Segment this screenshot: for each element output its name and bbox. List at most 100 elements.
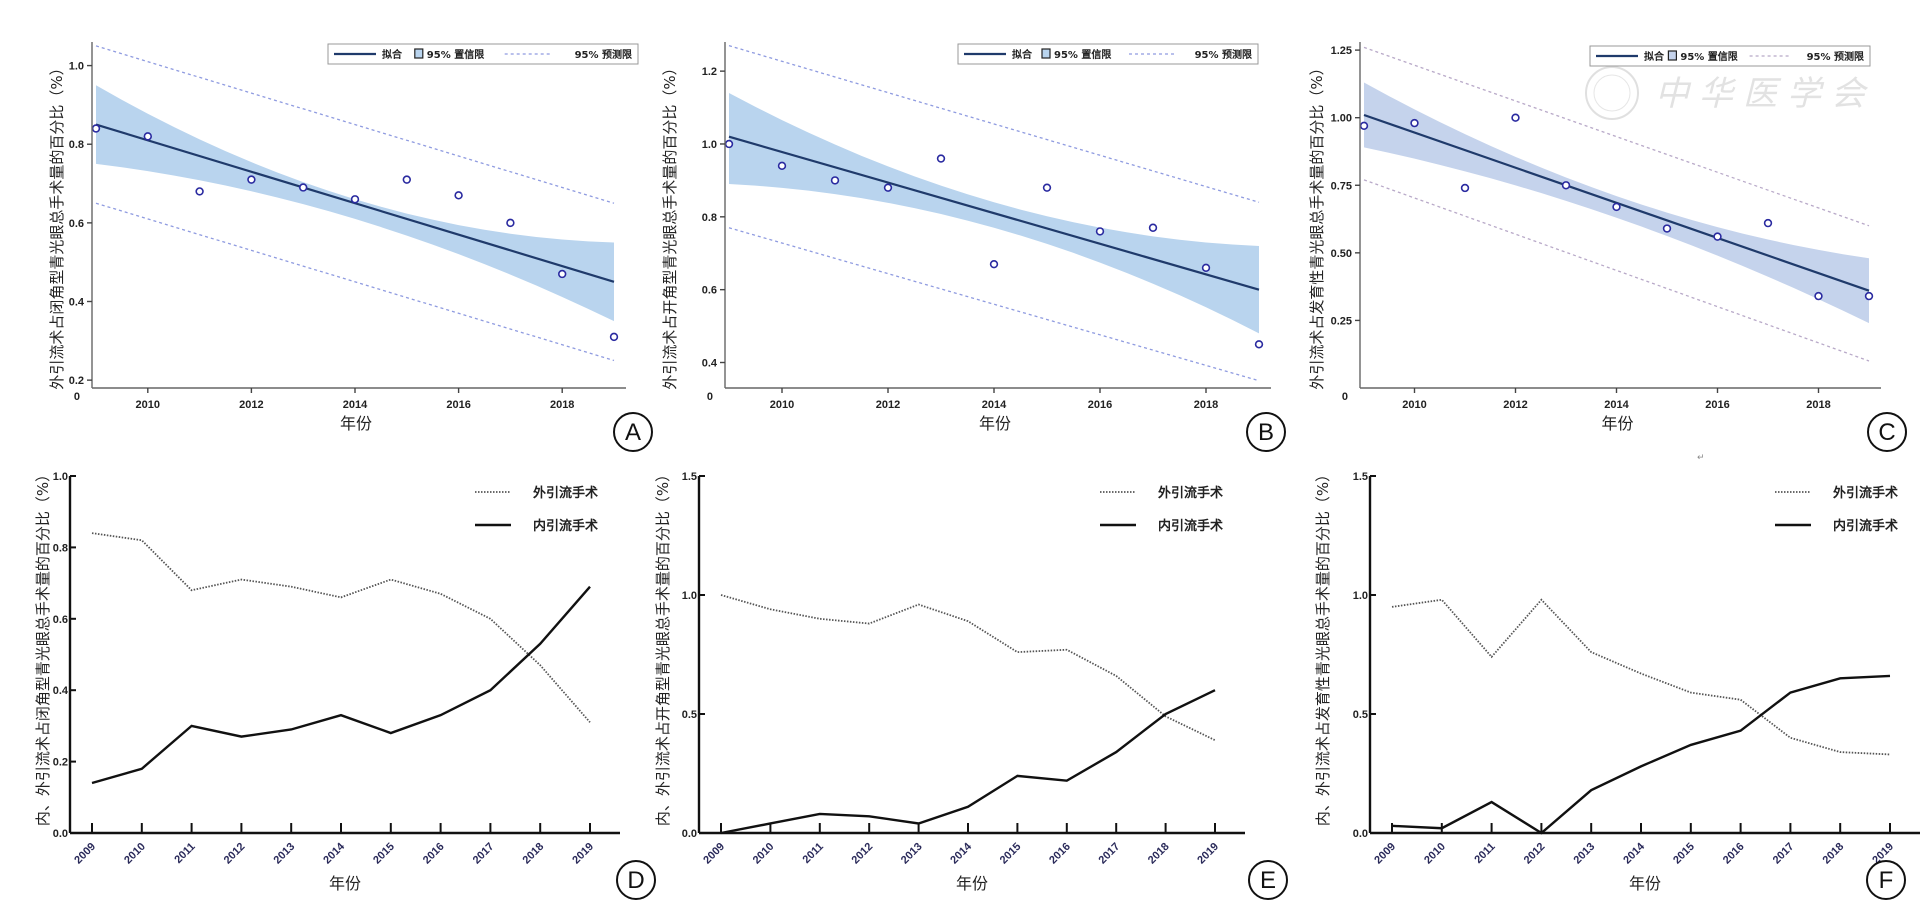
x-tick-label: 2018 (1194, 399, 1218, 411)
x-axis-title: 年份 (329, 874, 361, 893)
data-point (1763, 218, 1773, 228)
series-line-external-drainage (91, 532, 591, 723)
line-panel-f: 0.0 0.5 1.0 1.5 2009 2010 2011 2012 2013 2014 2015… (1353, 471, 1920, 893)
y-tick-label: 0.8 (702, 212, 717, 224)
x-tick-label: 2016 (1047, 841, 1073, 867)
panel-label-circle (1246, 412, 1286, 452)
regression-panel-b: 0 0.4 0.6 0.8 1.0 1.2 2010 2012 2014 2016 2018 年份 拟合… (702, 42, 1271, 433)
legend-label: 外引流手术 (1832, 485, 1898, 501)
legend: 拟合 95% 置信限 95% 预测限 (327, 43, 639, 65)
x-axis-title: 年份 (979, 414, 1011, 433)
legend-pi-label: 95% 预测限 (1807, 50, 1865, 63)
legend-label: 外引流手术 (532, 485, 598, 501)
panel-label-e: E (1248, 860, 1288, 900)
x-tick-label: 2014 (1621, 840, 1647, 866)
x-tick-label: 2011 (1472, 841, 1497, 866)
x-axis-title: 年份 (340, 414, 372, 433)
y-axis-title: 内、外引流术占发育性青光眼总手术量的百分比（%） (1314, 467, 1332, 826)
y-tick-label: 1.0 (1353, 590, 1368, 602)
x-tick-label: 2014 (1604, 399, 1629, 411)
x-tick-label: 2017 (1771, 841, 1797, 867)
x-tick-label: 2009 (72, 841, 98, 867)
x-tick-label: 2017 (471, 841, 497, 867)
x-tick-label: 2012 (1503, 399, 1527, 411)
legend-ci-label: 95% 置信限 (1054, 48, 1112, 61)
data-point (1042, 183, 1052, 192)
y-tick-label: 0 (1342, 391, 1348, 403)
x-tick-label: 2016 (446, 399, 470, 411)
x-tick-label: 2016 (421, 841, 447, 867)
data-point (777, 161, 787, 171)
panel-label-text: E (1260, 867, 1276, 894)
y-tick-label: 0.2 (53, 757, 68, 769)
data-point (1359, 121, 1369, 130)
regression-panel-a: 0 0.2 0.4 0.6 0.8 1.0 2010 2012 2014 2016 2018 年份 拟合… (69, 42, 639, 433)
y-tick-label: 1.25 (1331, 45, 1352, 57)
data-point (1814, 291, 1823, 301)
watermark: 中华医学会 (1585, 66, 1875, 120)
x-tick-label: 2010 (1422, 841, 1448, 867)
x-tick-label: 2015 (371, 841, 397, 867)
legend-box (327, 43, 639, 65)
y-tick-label: 0.6 (702, 285, 717, 297)
data-point (1201, 263, 1211, 273)
y-tick-label: 0.25 (1331, 315, 1352, 327)
x-tick-label: 2012 (876, 399, 900, 411)
y-tick-label: 0.2 (69, 375, 84, 387)
panel-label-b: B (1246, 412, 1286, 452)
legend-ci-swatch (1667, 50, 1678, 61)
series-line-internal-drainage (1391, 674, 1891, 835)
data-point (1095, 227, 1105, 236)
legend-label: 内引流手术 (1158, 518, 1223, 534)
y-axis-title: 内、外引流术占开角型青光眼总手术量的百分比（%） (654, 467, 672, 826)
panel-label-f: F (1866, 860, 1906, 900)
x-tick-label: 2016 (1721, 841, 1747, 867)
x-tick-label: 2012 (222, 841, 248, 867)
watermark-text: 中华医学会 (1655, 74, 1875, 114)
x-tick-label: 2010 (770, 399, 794, 411)
data-point (1561, 181, 1571, 190)
y-tick-label: 0.0 (682, 828, 697, 840)
x-tick-label: 2018 (1806, 399, 1830, 411)
x-tick-label: 2016 (1705, 399, 1729, 411)
x-tick-label: 2009 (701, 841, 727, 867)
data-point (557, 269, 567, 279)
x-tick-label: 2014 (948, 840, 974, 866)
x-tick-label: 2010 (1402, 399, 1426, 411)
legend-label: 内引流手术 (533, 518, 598, 534)
y-tick-label: 0.0 (1353, 828, 1368, 840)
x-tick-label: 2014 (982, 399, 1007, 411)
y-tick-label: 0.8 (69, 139, 84, 151)
prediction-limit-upper (95, 45, 615, 204)
panel-label-circle (1867, 412, 1907, 452)
data-point (1148, 223, 1158, 232)
series-line-external-drainage (1391, 598, 1891, 756)
x-tick-label: 2018 (521, 841, 547, 867)
y-tick-label: 1.0 (69, 61, 84, 73)
data-point (247, 175, 256, 184)
x-tick-label: 2014 (343, 399, 368, 411)
y-tick-label: 0 (74, 391, 80, 403)
legend-label: 内引流手术 (1833, 518, 1898, 534)
x-tick-label: 2018 (1821, 841, 1847, 867)
y-axis-title: 内、外引流术占闭角型青光眼总手术量的百分比（%） (34, 467, 52, 826)
y-tick-label: 0.4 (69, 297, 85, 309)
y-axis-title: 外引流术占开角型青光眼总手术量的百分比（%） (661, 60, 679, 389)
line-panel-d: 0.0 0.2 0.4 0.6 0.8 1.0 2009 2010 2011 2012 2013 20… (53, 471, 620, 893)
legend-fit-label: 拟合 (1644, 50, 1665, 63)
data-point (609, 332, 619, 342)
data-point (350, 195, 360, 204)
y-tick-label: 1.2 (702, 66, 717, 78)
prediction-limit-upper (1363, 46, 1870, 227)
y-tick-label: 0.75 (1331, 180, 1352, 192)
x-tick-label: 2016 (1088, 399, 1112, 411)
x-tick-label: 2009 (1372, 841, 1398, 867)
x-tick-label: 2011 (172, 841, 197, 866)
legend-label: 外引流手术 (1157, 485, 1223, 501)
data-point (1662, 224, 1672, 233)
legend: 拟合 95% 置信限 95% 预测限 (957, 43, 1259, 65)
data-point (1612, 202, 1621, 212)
